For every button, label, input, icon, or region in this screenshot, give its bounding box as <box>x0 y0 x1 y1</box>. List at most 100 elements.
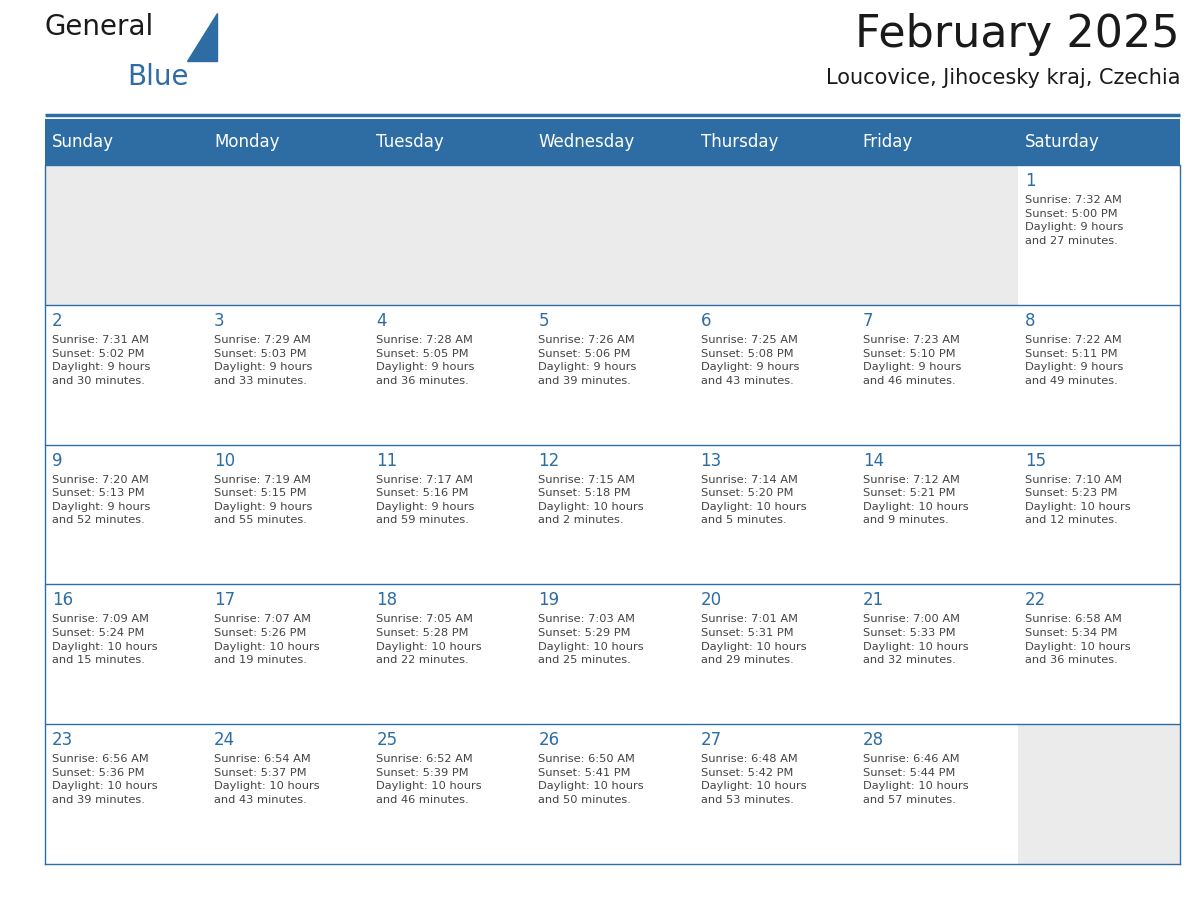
Bar <box>369 119 531 165</box>
Text: Sunrise: 7:07 AM
Sunset: 5:26 PM
Daylight: 10 hours
and 19 minutes.: Sunrise: 7:07 AM Sunset: 5:26 PM Dayligh… <box>214 614 320 666</box>
Bar <box>855 119 1018 165</box>
Bar <box>531 585 694 724</box>
Bar <box>45 444 207 585</box>
Bar <box>369 724 531 864</box>
Bar <box>1018 444 1180 585</box>
Bar <box>45 724 207 864</box>
Text: Sunrise: 7:28 AM
Sunset: 5:05 PM
Daylight: 9 hours
and 36 minutes.: Sunrise: 7:28 AM Sunset: 5:05 PM Dayligh… <box>377 335 475 386</box>
Text: Sunrise: 7:15 AM
Sunset: 5:18 PM
Daylight: 10 hours
and 2 minutes.: Sunrise: 7:15 AM Sunset: 5:18 PM Dayligh… <box>538 475 644 525</box>
Text: Sunrise: 7:17 AM
Sunset: 5:16 PM
Daylight: 9 hours
and 59 minutes.: Sunrise: 7:17 AM Sunset: 5:16 PM Dayligh… <box>377 475 475 525</box>
Text: Sunrise: 6:54 AM
Sunset: 5:37 PM
Daylight: 10 hours
and 43 minutes.: Sunrise: 6:54 AM Sunset: 5:37 PM Dayligh… <box>214 754 320 805</box>
Text: Sunrise: 6:52 AM
Sunset: 5:39 PM
Daylight: 10 hours
and 46 minutes.: Sunrise: 6:52 AM Sunset: 5:39 PM Dayligh… <box>377 754 482 805</box>
Text: Monday: Monday <box>214 133 279 151</box>
Text: Sunrise: 7:01 AM
Sunset: 5:31 PM
Daylight: 10 hours
and 29 minutes.: Sunrise: 7:01 AM Sunset: 5:31 PM Dayligh… <box>701 614 807 666</box>
Bar <box>531 724 694 864</box>
Text: Loucovice, Jihocesky kraj, Czechia: Loucovice, Jihocesky kraj, Czechia <box>826 68 1180 88</box>
Text: Sunrise: 6:48 AM
Sunset: 5:42 PM
Daylight: 10 hours
and 53 minutes.: Sunrise: 6:48 AM Sunset: 5:42 PM Dayligh… <box>701 754 807 805</box>
Text: Friday: Friday <box>862 133 912 151</box>
Text: 11: 11 <box>377 452 398 470</box>
Text: 1: 1 <box>1025 173 1036 190</box>
Text: Sunrise: 6:50 AM
Sunset: 5:41 PM
Daylight: 10 hours
and 50 minutes.: Sunrise: 6:50 AM Sunset: 5:41 PM Dayligh… <box>538 754 644 805</box>
Text: Sunrise: 7:25 AM
Sunset: 5:08 PM
Daylight: 9 hours
and 43 minutes.: Sunrise: 7:25 AM Sunset: 5:08 PM Dayligh… <box>701 335 800 386</box>
Text: 10: 10 <box>214 452 235 470</box>
Text: Blue: Blue <box>127 63 189 91</box>
Bar <box>369 444 531 585</box>
Text: Tuesday: Tuesday <box>377 133 444 151</box>
Bar <box>45 119 207 165</box>
Bar <box>855 305 1018 444</box>
Text: 15: 15 <box>1025 452 1045 470</box>
Text: February 2025: February 2025 <box>855 13 1180 56</box>
Text: Sunrise: 7:05 AM
Sunset: 5:28 PM
Daylight: 10 hours
and 22 minutes.: Sunrise: 7:05 AM Sunset: 5:28 PM Dayligh… <box>377 614 482 666</box>
Bar <box>207 585 369 724</box>
Bar <box>1018 724 1180 864</box>
Bar <box>1018 305 1180 444</box>
Text: Sunrise: 6:46 AM
Sunset: 5:44 PM
Daylight: 10 hours
and 57 minutes.: Sunrise: 6:46 AM Sunset: 5:44 PM Dayligh… <box>862 754 968 805</box>
Text: 17: 17 <box>214 591 235 610</box>
Text: 13: 13 <box>701 452 722 470</box>
Text: Sunday: Sunday <box>52 133 114 151</box>
Bar <box>45 305 207 444</box>
Bar <box>1018 165 1180 305</box>
Text: 2: 2 <box>52 312 63 330</box>
Bar <box>855 444 1018 585</box>
Text: General: General <box>45 13 154 41</box>
Text: Sunrise: 7:09 AM
Sunset: 5:24 PM
Daylight: 10 hours
and 15 minutes.: Sunrise: 7:09 AM Sunset: 5:24 PM Dayligh… <box>52 614 158 666</box>
Bar <box>207 305 369 444</box>
Text: Sunrise: 7:14 AM
Sunset: 5:20 PM
Daylight: 10 hours
and 5 minutes.: Sunrise: 7:14 AM Sunset: 5:20 PM Dayligh… <box>701 475 807 525</box>
Bar <box>855 724 1018 864</box>
Bar <box>694 305 855 444</box>
Text: Sunrise: 7:22 AM
Sunset: 5:11 PM
Daylight: 9 hours
and 49 minutes.: Sunrise: 7:22 AM Sunset: 5:11 PM Dayligh… <box>1025 335 1123 386</box>
Text: 22: 22 <box>1025 591 1047 610</box>
Bar <box>694 165 855 305</box>
Bar <box>855 585 1018 724</box>
Bar <box>369 305 531 444</box>
Text: 23: 23 <box>52 731 74 749</box>
Text: 6: 6 <box>701 312 712 330</box>
Text: 25: 25 <box>377 731 398 749</box>
Text: 20: 20 <box>701 591 721 610</box>
Text: 24: 24 <box>214 731 235 749</box>
Bar <box>531 165 694 305</box>
Text: 28: 28 <box>862 731 884 749</box>
Text: Sunrise: 7:10 AM
Sunset: 5:23 PM
Daylight: 10 hours
and 12 minutes.: Sunrise: 7:10 AM Sunset: 5:23 PM Dayligh… <box>1025 475 1131 525</box>
Bar <box>369 165 531 305</box>
Text: 16: 16 <box>52 591 74 610</box>
Text: Sunrise: 7:32 AM
Sunset: 5:00 PM
Daylight: 9 hours
and 27 minutes.: Sunrise: 7:32 AM Sunset: 5:00 PM Dayligh… <box>1025 196 1123 246</box>
Text: 12: 12 <box>538 452 560 470</box>
Text: Wednesday: Wednesday <box>538 133 634 151</box>
Text: Sunrise: 7:19 AM
Sunset: 5:15 PM
Daylight: 9 hours
and 55 minutes.: Sunrise: 7:19 AM Sunset: 5:15 PM Dayligh… <box>214 475 312 525</box>
Text: 5: 5 <box>538 312 549 330</box>
Text: Sunrise: 7:26 AM
Sunset: 5:06 PM
Daylight: 9 hours
and 39 minutes.: Sunrise: 7:26 AM Sunset: 5:06 PM Dayligh… <box>538 335 637 386</box>
Bar <box>207 119 369 165</box>
Text: 7: 7 <box>862 312 873 330</box>
Text: 3: 3 <box>214 312 225 330</box>
Text: 8: 8 <box>1025 312 1036 330</box>
Polygon shape <box>187 13 217 61</box>
Text: Sunrise: 7:00 AM
Sunset: 5:33 PM
Daylight: 10 hours
and 32 minutes.: Sunrise: 7:00 AM Sunset: 5:33 PM Dayligh… <box>862 614 968 666</box>
Bar <box>45 165 207 305</box>
Bar <box>45 585 207 724</box>
Text: Saturday: Saturday <box>1025 133 1100 151</box>
Bar <box>694 444 855 585</box>
Text: Thursday: Thursday <box>701 133 778 151</box>
Text: Sunrise: 7:29 AM
Sunset: 5:03 PM
Daylight: 9 hours
and 33 minutes.: Sunrise: 7:29 AM Sunset: 5:03 PM Dayligh… <box>214 335 312 386</box>
Bar <box>694 119 855 165</box>
Bar <box>531 305 694 444</box>
Text: 26: 26 <box>538 731 560 749</box>
Bar <box>207 165 369 305</box>
Text: 27: 27 <box>701 731 721 749</box>
Text: Sunrise: 6:56 AM
Sunset: 5:36 PM
Daylight: 10 hours
and 39 minutes.: Sunrise: 6:56 AM Sunset: 5:36 PM Dayligh… <box>52 754 158 805</box>
Bar <box>1018 119 1180 165</box>
Bar <box>855 165 1018 305</box>
Bar <box>207 724 369 864</box>
Text: Sunrise: 6:58 AM
Sunset: 5:34 PM
Daylight: 10 hours
and 36 minutes.: Sunrise: 6:58 AM Sunset: 5:34 PM Dayligh… <box>1025 614 1131 666</box>
Bar <box>1018 585 1180 724</box>
Bar <box>369 585 531 724</box>
Bar <box>207 444 369 585</box>
Bar <box>531 119 694 165</box>
Text: Sunrise: 7:03 AM
Sunset: 5:29 PM
Daylight: 10 hours
and 25 minutes.: Sunrise: 7:03 AM Sunset: 5:29 PM Dayligh… <box>538 614 644 666</box>
Text: Sunrise: 7:12 AM
Sunset: 5:21 PM
Daylight: 10 hours
and 9 minutes.: Sunrise: 7:12 AM Sunset: 5:21 PM Dayligh… <box>862 475 968 525</box>
Bar <box>694 724 855 864</box>
Text: 9: 9 <box>52 452 63 470</box>
